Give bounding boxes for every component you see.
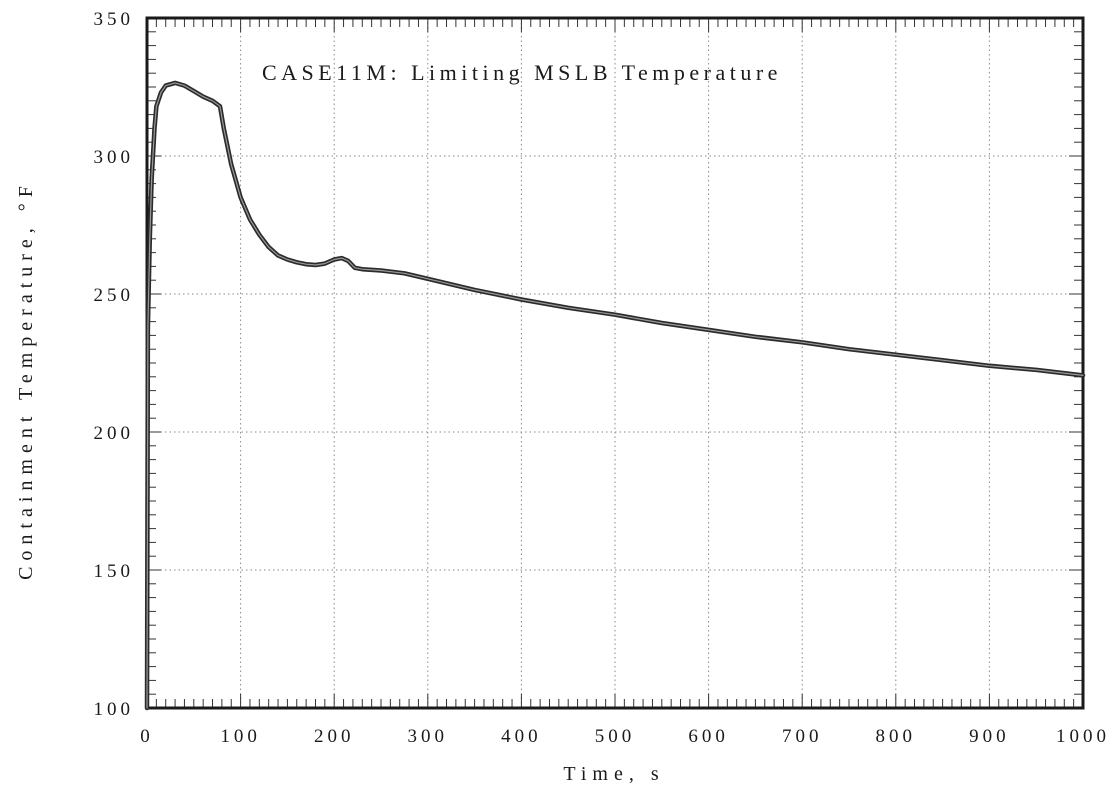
x-tick-label: 500 bbox=[595, 726, 636, 747]
y-tick-label: 100 bbox=[94, 699, 135, 720]
y-axis-title: Containment Temperature, °F bbox=[15, 180, 37, 580]
x-tick-label: 800 bbox=[876, 726, 917, 747]
series-line-highlight bbox=[146, 82, 1084, 709]
y-tick-label: 300 bbox=[94, 147, 135, 168]
x-tick-label: 700 bbox=[782, 726, 823, 747]
y-tick-label: 250 bbox=[94, 285, 135, 306]
grid bbox=[147, 18, 1083, 708]
x-tick-label: 1000 bbox=[1056, 726, 1110, 747]
chart-title: CASE11M: Limiting MSLB Temperature bbox=[262, 60, 782, 85]
x-tick-labels: 0 100 200 300 400 500 600 700 800 900 1000 bbox=[140, 726, 1110, 747]
x-axis-title: Time, s bbox=[563, 763, 664, 785]
x-tick-label: 400 bbox=[501, 726, 542, 747]
y-tick-label: 350 bbox=[94, 9, 135, 30]
y-tick-label: 150 bbox=[94, 561, 135, 582]
y-tick-labels: 100 150 200 250 300 350 bbox=[94, 9, 135, 720]
y-tick-label: 200 bbox=[94, 423, 135, 444]
x-tick-label: 100 bbox=[220, 726, 261, 747]
x-tick-label: 0 bbox=[140, 726, 154, 747]
x-tick-label: 900 bbox=[969, 726, 1010, 747]
x-tick-label: 300 bbox=[408, 726, 449, 747]
x-tick-label: 200 bbox=[314, 726, 355, 747]
x-tick-label: 600 bbox=[688, 726, 729, 747]
